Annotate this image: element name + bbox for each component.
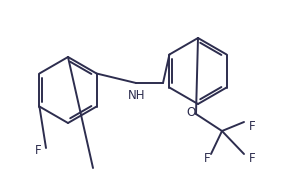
Text: F: F — [249, 119, 256, 132]
Text: O: O — [186, 105, 196, 118]
Text: F: F — [249, 152, 256, 164]
Text: F: F — [204, 152, 210, 164]
Text: F: F — [35, 144, 41, 156]
Text: NH: NH — [128, 89, 146, 102]
